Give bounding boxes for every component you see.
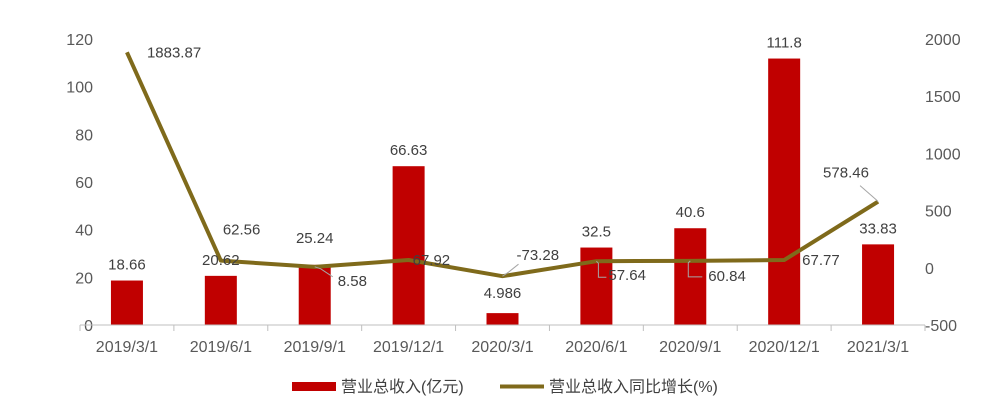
line-data-label: -73.28: [517, 247, 560, 264]
bar-data-label: 18.66: [108, 257, 146, 274]
line-data-label: 8.58: [338, 273, 367, 290]
x-tick-label: 2020/12/1: [749, 339, 820, 356]
bar: [298, 264, 331, 325]
leader-line: [502, 263, 519, 277]
legend: 营业总收入(亿元) 营业总收入同比增长(%): [292, 378, 718, 396]
right-tick-label: 1500: [925, 89, 961, 106]
bar-data-label: 33.83: [859, 220, 897, 237]
bar: [862, 244, 895, 325]
line-data-label: 57.64: [608, 267, 646, 284]
bar-data-label: 4.986: [484, 285, 522, 302]
leader-line: [596, 260, 607, 278]
right-tick-label: 500: [925, 204, 952, 221]
leader-line: [859, 185, 879, 202]
line-data-label: 578.46: [823, 165, 869, 182]
right-axis-ticks: -500 0 500 1000 1500 2000: [925, 32, 961, 335]
bar: [110, 280, 143, 325]
bar: [392, 166, 425, 325]
left-tick-label: 40: [75, 223, 93, 240]
right-tick-label: 1000: [925, 146, 961, 163]
line-data-label: 60.84: [708, 268, 746, 285]
legend-label-line: 营业总收入同比增长(%): [549, 378, 718, 396]
x-tick-label: 2019/6/1: [190, 339, 252, 356]
left-tick-label: 80: [75, 127, 93, 144]
line-data-labels: 1883.87 62.56 8.58 67.92 -73.28 57.64 60.84 67.…: [147, 44, 879, 290]
x-tick-label: 2020/9/1: [659, 339, 721, 356]
left-axis-ticks: 0 20 40 60 80 100 120: [66, 32, 93, 335]
left-tick-label: 60: [75, 175, 93, 192]
left-tick-label: 20: [75, 270, 93, 287]
x-tick-label: 2021/3/1: [847, 339, 909, 356]
line-data-label: 67.92: [413, 252, 451, 269]
x-tick-label: 2020/6/1: [565, 339, 627, 356]
right-tick-label: 2000: [925, 32, 961, 49]
right-tick-label: -500: [925, 318, 957, 335]
x-tick-label: 2019/3/1: [96, 339, 158, 356]
bar-data-label: 25.24: [296, 230, 334, 247]
line-data-label: 1883.87: [147, 44, 201, 61]
leader-line: [687, 260, 703, 278]
bar-data-label: 111.8: [767, 35, 802, 52]
growth-line-series: [125, 51, 880, 279]
growth-line: [125, 51, 880, 279]
legend-swatch-bar: [292, 382, 336, 391]
left-tick-label: 100: [66, 80, 93, 97]
bar-data-labels: 18.66 20.62 25.24 66.63 4.986 32.5 40.6 111.8 33…: [108, 35, 897, 303]
legend-label-bar: 营业总收入(亿元): [341, 378, 464, 396]
bar: [768, 58, 801, 325]
bar: [486, 313, 519, 325]
bar-data-label: 32.5: [582, 224, 611, 241]
line-data-label: 62.56: [223, 222, 261, 239]
x-tick-label: 2020/3/1: [471, 339, 533, 356]
left-tick-label: 0: [84, 318, 93, 335]
left-tick-label: 120: [66, 32, 93, 49]
leader-line: [314, 266, 333, 278]
bar-data-label: 20.62: [202, 252, 240, 269]
bar: [580, 247, 613, 325]
bar-data-label: 40.6: [676, 204, 705, 221]
right-tick-label: 0: [925, 261, 934, 278]
bar-data-label: 66.63: [390, 142, 428, 159]
x-axis: 2019/3/1 2019/6/1 2019/9/1 2019/12/1 2020/3/…: [79, 324, 926, 356]
bar: [204, 275, 237, 325]
x-tick-label: 2019/12/1: [373, 339, 444, 356]
x-tick-label: 2019/9/1: [284, 339, 346, 356]
line-data-label: 67.77: [802, 252, 840, 269]
